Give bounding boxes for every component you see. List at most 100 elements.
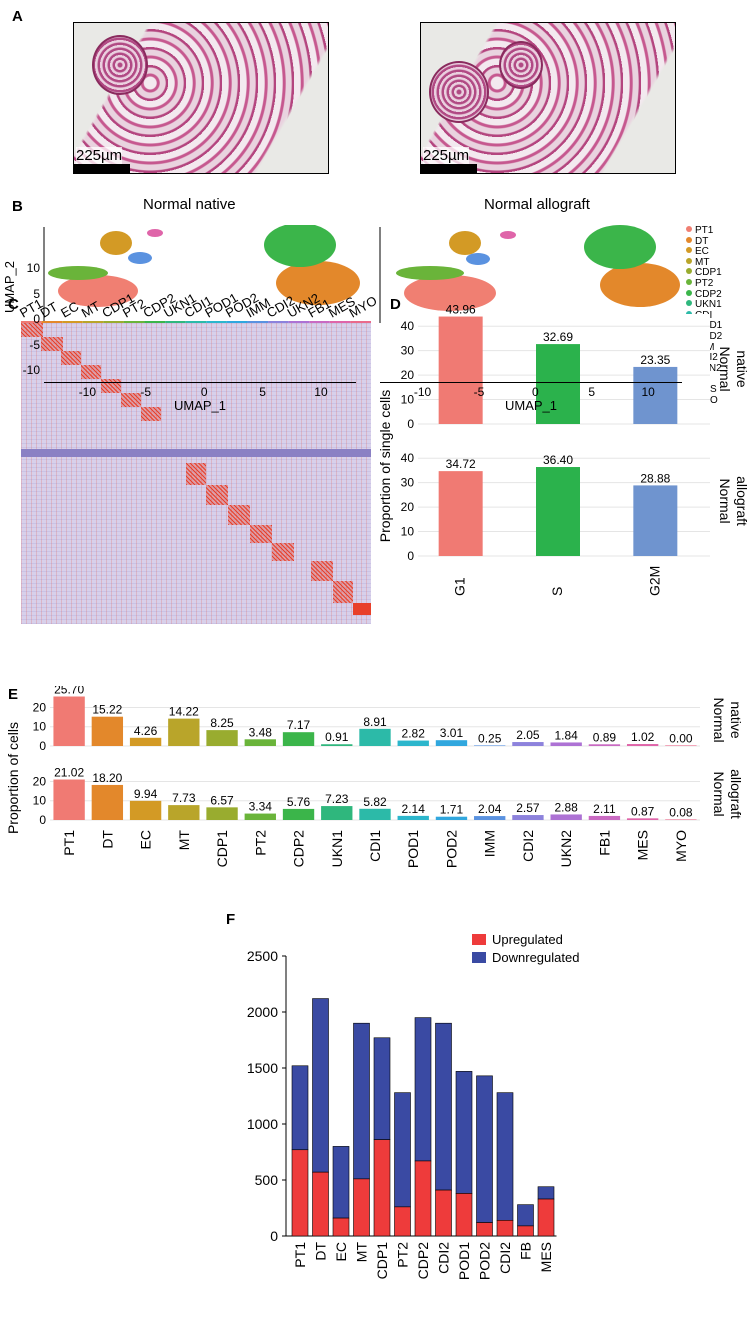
chart-e-value-label: 2.57 bbox=[516, 801, 540, 815]
chart-d-ytick: 10 bbox=[401, 393, 415, 407]
umap-native-xlabel: UMAP_1 bbox=[173, 398, 227, 413]
chart-f-xtick: CDP2 bbox=[415, 1242, 431, 1280]
chart-e-bar bbox=[665, 819, 697, 820]
legend-dot bbox=[686, 310, 692, 317]
chart-e-bar bbox=[435, 816, 468, 820]
chart-e-facet-label: native bbox=[728, 701, 744, 739]
legend-label: MT bbox=[695, 256, 710, 268]
legend-dot bbox=[686, 268, 692, 275]
chart-e-ytick: 10 bbox=[33, 794, 47, 808]
chart-e-xtick: IMM bbox=[482, 830, 498, 857]
chart-e-xtick: CDP2 bbox=[291, 830, 307, 868]
chart-f-bar-up bbox=[332, 1217, 350, 1237]
chart-d-ytick: 40 bbox=[401, 319, 415, 333]
legend-label: CDP1 bbox=[695, 267, 722, 279]
chart-e-value-label: 0.00 bbox=[669, 731, 693, 745]
micrograph-native: 225µm bbox=[73, 22, 329, 174]
chart-e-value-label: 15.22 bbox=[92, 703, 122, 717]
legend-item-pt1: PT1 bbox=[686, 226, 713, 236]
umap-allograft bbox=[379, 225, 680, 323]
chart-e-bar bbox=[588, 815, 621, 820]
chart-e-value-label: 8.91 bbox=[363, 715, 387, 729]
chart-e-bar bbox=[397, 740, 429, 746]
chart-d-ytick: 40 bbox=[401, 451, 415, 465]
chart-f-legend-label: Upregulated bbox=[492, 932, 563, 947]
panel-a-label: A bbox=[12, 8, 23, 25]
chart-e-bar bbox=[53, 696, 85, 746]
chart-e-xtick: DT bbox=[99, 830, 115, 849]
chart-e-bar bbox=[321, 744, 353, 746]
chart-e-value-label: 0.91 bbox=[325, 730, 349, 744]
chart-e-value-label: 2.14 bbox=[402, 802, 426, 816]
chart-d-facet-label: Normal bbox=[717, 478, 733, 523]
chart-d-ytick: 20 bbox=[401, 368, 415, 382]
chart-f-legend-swatch bbox=[472, 934, 486, 945]
chart-e-bar bbox=[626, 818, 659, 820]
chart-f-bar-up bbox=[455, 1193, 473, 1237]
umap-allograft-clusters bbox=[396, 225, 680, 311]
chart-e-value-label: 4.26 bbox=[134, 724, 158, 738]
chart-f-bar-down bbox=[517, 1204, 534, 1227]
legend-dot bbox=[686, 247, 692, 254]
chart-f-bar-down bbox=[414, 1017, 432, 1162]
legend-item-pt2: PT2 bbox=[686, 279, 713, 289]
legend-dot bbox=[686, 236, 692, 243]
chart-e-bar bbox=[282, 732, 315, 746]
chart-d-bar bbox=[633, 366, 678, 424]
chart-f-bar-down bbox=[373, 1037, 391, 1140]
chart-f-bar-down bbox=[496, 1092, 514, 1221]
chart-e-facet-label: allograft bbox=[728, 769, 744, 819]
chart-d-facet-label: Normal bbox=[717, 346, 733, 391]
panel-f-label: F bbox=[226, 911, 236, 928]
umap-native-xtick: -10 bbox=[78, 385, 97, 399]
chart-e-value-label: 1.71 bbox=[440, 803, 464, 817]
chart-f-bar-down bbox=[455, 1071, 473, 1194]
chart-e-bar bbox=[206, 730, 238, 746]
chart-e-bar bbox=[91, 784, 124, 820]
chart-e-bar bbox=[435, 740, 468, 746]
chart-f-bar-down bbox=[476, 1075, 493, 1223]
chart-f-bar-down bbox=[537, 1186, 555, 1200]
chart-d-value-label: 23.35 bbox=[640, 353, 670, 367]
umap-allograft-xtick: -10 bbox=[413, 385, 432, 399]
chart-e-value-label: 3.48 bbox=[249, 725, 273, 739]
chart-e-bar bbox=[512, 742, 544, 746]
chart-e-bar bbox=[550, 814, 582, 820]
chart-e-bar bbox=[512, 815, 544, 820]
chart-e-value-label: 2.04 bbox=[478, 802, 502, 816]
legend-item-mt: MT bbox=[686, 256, 710, 268]
chart-e-xtick: POD1 bbox=[405, 830, 421, 868]
chart-f-bar-up bbox=[353, 1178, 370, 1237]
chart-e-value-label: 9.94 bbox=[134, 787, 158, 801]
chart-e-value-label: 0.87 bbox=[631, 804, 655, 818]
chart-f-xtick: PT2 bbox=[395, 1242, 411, 1268]
cell-proportion-chart: Proportion of cells 0 10 20 25.70 15.22 4.26 14… bbox=[5, 686, 744, 868]
chart-e-bar bbox=[91, 716, 124, 746]
legend-label: PT2 bbox=[695, 278, 714, 289]
chart-f-xtick: MT bbox=[354, 1242, 370, 1263]
chart-e-value-label: 7.23 bbox=[325, 792, 349, 806]
chart-e-value-label: 2.82 bbox=[402, 727, 426, 741]
chart-f-xtick: MES bbox=[538, 1242, 554, 1272]
chart-f-bar-down bbox=[353, 1022, 370, 1180]
heatmap bbox=[21, 323, 371, 624]
chart-e-value-label: 5.82 bbox=[363, 795, 387, 809]
heatmap-header: PT1DTECMTCDP1PT2CDP2UKN1CDI1POD1POD2IMMC… bbox=[17, 290, 376, 325]
chart-f-bar-down bbox=[312, 998, 329, 1173]
umap-native-x-axis bbox=[44, 382, 356, 383]
scale-label-native: 225µm bbox=[76, 147, 123, 164]
chart-f-xtick: CDI2 bbox=[436, 1242, 452, 1274]
chart-e-value-label: 8.25 bbox=[210, 716, 234, 730]
umap-allograft-xtick: -5 bbox=[473, 385, 485, 399]
chart-e-value-label: 1.84 bbox=[554, 728, 578, 742]
chart-d-xtick: G2M bbox=[646, 566, 662, 596]
chart-f-bar-up bbox=[435, 1189, 452, 1237]
umap-native-ytick: -5 bbox=[29, 337, 40, 352]
chart-f-ytick: 500 bbox=[255, 1172, 279, 1188]
umap-native-ytick: 5 bbox=[33, 286, 40, 301]
chart-e-xtick: MES bbox=[635, 830, 651, 860]
chart-e-value-label: 18.20 bbox=[92, 771, 122, 785]
chart-d-bar bbox=[438, 316, 483, 424]
umap-title-native: Normal native bbox=[143, 196, 236, 213]
chart-e-bar bbox=[474, 816, 506, 820]
